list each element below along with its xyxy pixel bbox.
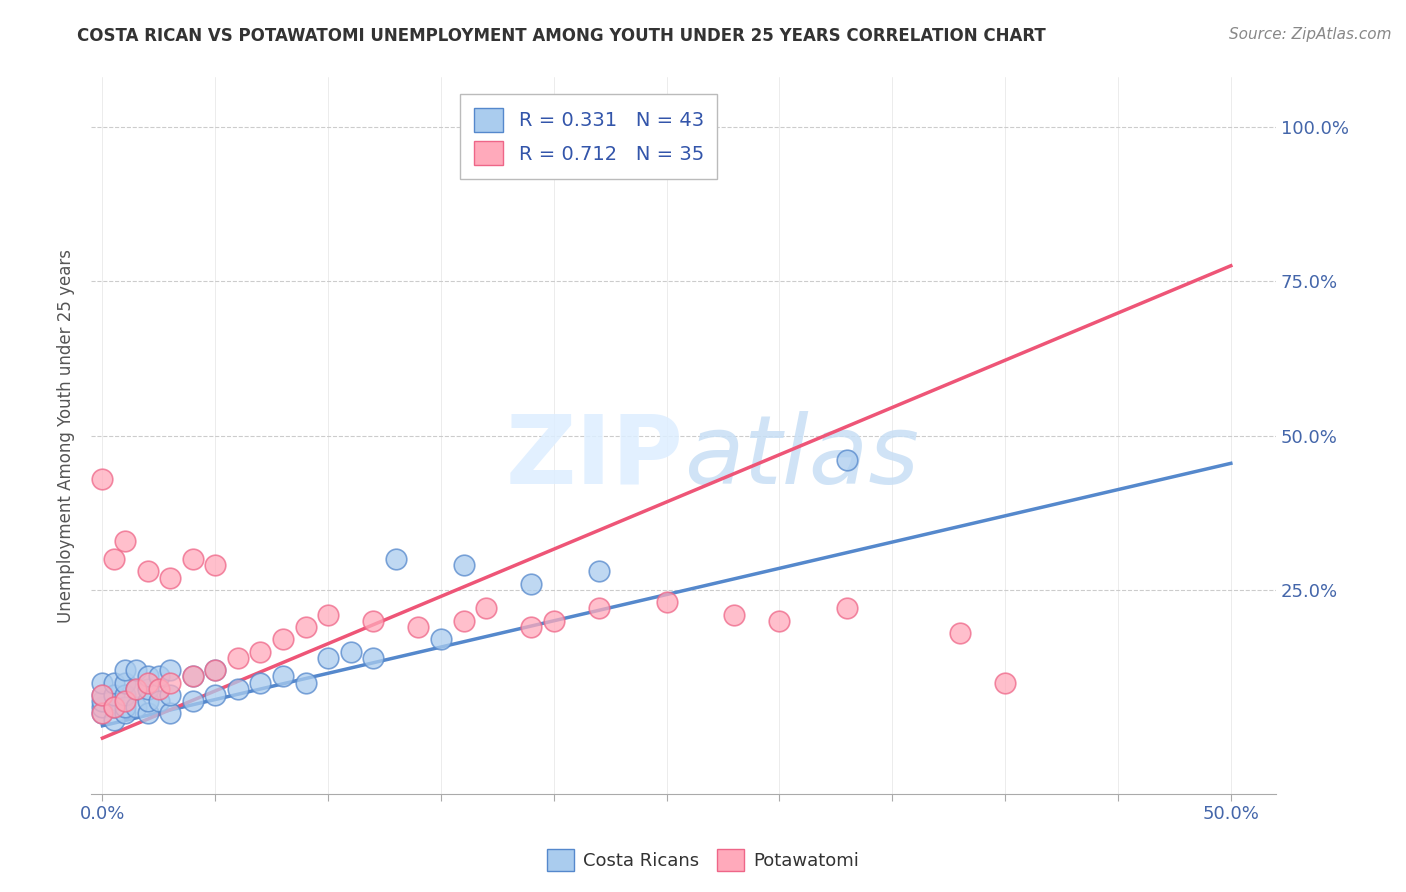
Point	[103, 700, 125, 714]
Point	[103, 700, 125, 714]
Point	[588, 601, 610, 615]
Point	[475, 601, 498, 615]
Point	[837, 601, 859, 615]
Point	[91, 688, 114, 702]
Text: Source: ZipAtlas.com: Source: ZipAtlas.com	[1229, 27, 1392, 42]
Point	[226, 681, 249, 696]
Point	[136, 565, 159, 579]
Text: COSTA RICAN VS POTAWATOMI UNEMPLOYMENT AMONG YOUTH UNDER 25 YEARS CORRELATION CH: COSTA RICAN VS POTAWATOMI UNEMPLOYMENT A…	[77, 27, 1046, 45]
Point	[114, 694, 136, 708]
Point	[181, 669, 204, 683]
Point	[588, 565, 610, 579]
Point	[91, 700, 114, 714]
Point	[994, 675, 1017, 690]
Point	[136, 706, 159, 721]
Point	[453, 558, 475, 573]
Point	[114, 675, 136, 690]
Point	[249, 675, 271, 690]
Point	[204, 663, 226, 677]
Point	[181, 552, 204, 566]
Point	[181, 669, 204, 683]
Point	[723, 607, 745, 622]
Point	[339, 645, 361, 659]
Point	[361, 614, 384, 628]
Legend: R = 0.331   N = 43, R = 0.712   N = 35: R = 0.331 N = 43, R = 0.712 N = 35	[460, 95, 717, 178]
Point	[204, 558, 226, 573]
Point	[91, 706, 114, 721]
Point	[114, 700, 136, 714]
Point	[103, 552, 125, 566]
Point	[655, 595, 678, 609]
Point	[148, 694, 170, 708]
Point	[294, 620, 316, 634]
Point	[114, 663, 136, 677]
Point	[148, 681, 170, 696]
Point	[103, 675, 125, 690]
Point	[768, 614, 790, 628]
Point	[159, 675, 181, 690]
Text: ZIP: ZIP	[506, 410, 683, 504]
Point	[271, 669, 294, 683]
Point	[520, 620, 543, 634]
Point	[114, 706, 136, 721]
Point	[91, 688, 114, 702]
Point	[408, 620, 430, 634]
Point	[204, 688, 226, 702]
Text: atlas: atlas	[683, 410, 918, 504]
Point	[159, 570, 181, 584]
Point	[430, 632, 453, 647]
Point	[136, 675, 159, 690]
Point	[204, 663, 226, 677]
Y-axis label: Unemployment Among Youth under 25 years: Unemployment Among Youth under 25 years	[58, 249, 75, 623]
Point	[520, 576, 543, 591]
Legend: Costa Ricans, Potawatomi: Costa Ricans, Potawatomi	[540, 842, 866, 879]
Point	[91, 472, 114, 486]
Point	[159, 706, 181, 721]
Point	[91, 675, 114, 690]
Point	[294, 675, 316, 690]
Point	[114, 688, 136, 702]
Point	[949, 626, 972, 640]
Point	[148, 669, 170, 683]
Point	[103, 713, 125, 727]
Point	[136, 694, 159, 708]
Point	[125, 681, 148, 696]
Point	[125, 681, 148, 696]
Point	[271, 632, 294, 647]
Point	[136, 681, 159, 696]
Point	[159, 688, 181, 702]
Point	[136, 669, 159, 683]
Point	[91, 694, 114, 708]
Point	[361, 650, 384, 665]
Point	[837, 453, 859, 467]
Point	[103, 688, 125, 702]
Point	[316, 607, 339, 622]
Point	[249, 645, 271, 659]
Point	[159, 663, 181, 677]
Point	[125, 700, 148, 714]
Point	[125, 663, 148, 677]
Point	[543, 614, 565, 628]
Point	[226, 650, 249, 665]
Point	[385, 552, 408, 566]
Point	[316, 650, 339, 665]
Point	[114, 533, 136, 548]
Point	[181, 694, 204, 708]
Point	[453, 614, 475, 628]
Point	[91, 706, 114, 721]
